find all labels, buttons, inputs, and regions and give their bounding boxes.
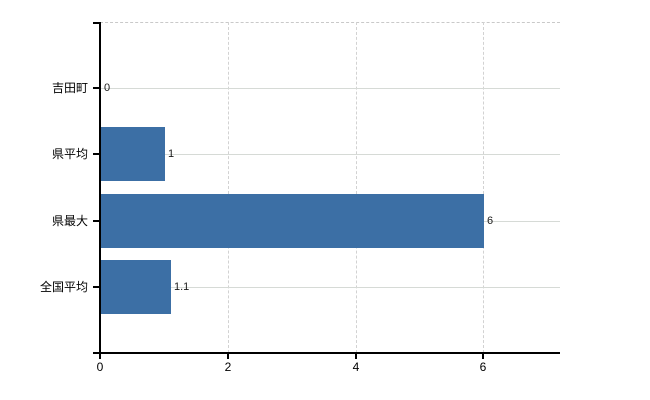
bar-value-label: 1.1 bbox=[174, 281, 190, 293]
x-axis-tick bbox=[227, 354, 229, 359]
x-axis-tick bbox=[355, 354, 357, 359]
y-axis-line bbox=[99, 22, 101, 353]
bar bbox=[101, 194, 484, 248]
bar-value-label: 1 bbox=[168, 148, 175, 160]
category-label: 県平均 bbox=[51, 147, 88, 161]
bar bbox=[101, 127, 165, 181]
category-label: 県最大 bbox=[51, 214, 88, 228]
bar bbox=[101, 260, 171, 314]
y-axis-tick bbox=[93, 286, 99, 288]
category-label: 吉田町 bbox=[51, 81, 88, 95]
y-axis-top-tick bbox=[93, 22, 99, 24]
bar-value-label: 6 bbox=[487, 215, 494, 227]
y-axis-tick bbox=[93, 153, 99, 155]
x-gridline bbox=[228, 22, 229, 353]
y-axis-tick bbox=[93, 220, 99, 222]
bar-value-label: 0 bbox=[104, 82, 111, 94]
y-gridline bbox=[100, 154, 560, 155]
x-gridline bbox=[483, 22, 484, 353]
plot-top-border bbox=[100, 22, 560, 23]
category-label: 全国平均 bbox=[39, 280, 88, 294]
x-gridline bbox=[356, 22, 357, 353]
y-gridline bbox=[100, 88, 560, 89]
y-gridline bbox=[100, 287, 560, 288]
x-tick-label: 6 bbox=[479, 360, 487, 374]
x-axis-line bbox=[93, 352, 560, 354]
x-axis-tick bbox=[99, 354, 101, 359]
x-axis-tick bbox=[482, 354, 484, 359]
x-tick-label: 4 bbox=[352, 360, 360, 374]
x-tick-label: 2 bbox=[224, 360, 232, 374]
x-tick-label: 0 bbox=[96, 360, 104, 374]
y-axis-tick bbox=[93, 87, 99, 89]
